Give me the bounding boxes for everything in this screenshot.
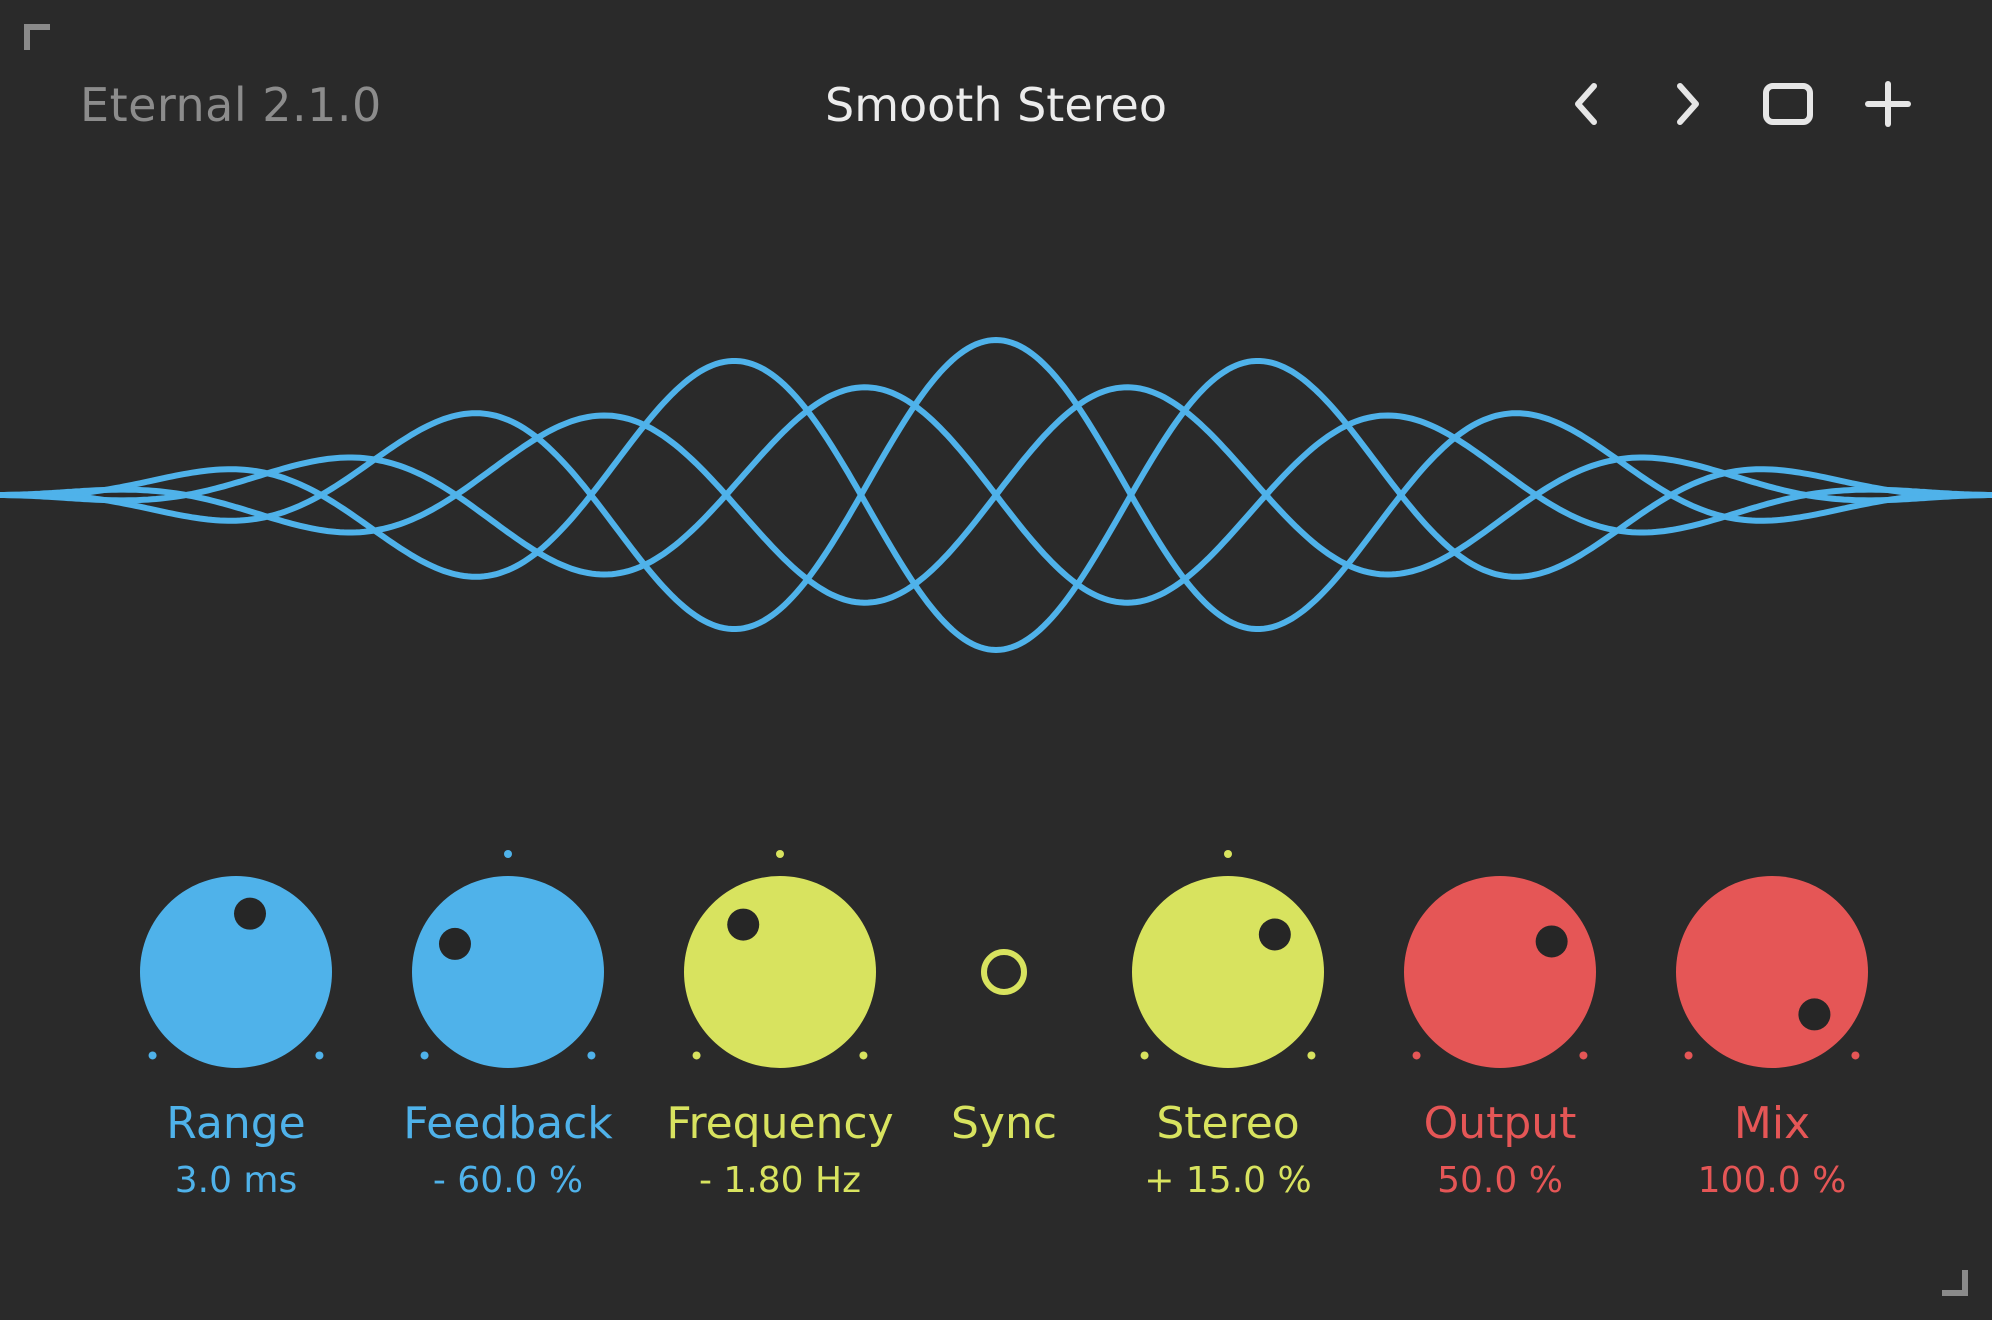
plus-icon	[1865, 81, 1911, 127]
output-min-tick	[1412, 1051, 1421, 1060]
range-value: 3.0 ms	[175, 1160, 298, 1201]
chevron-left-icon	[1575, 83, 1597, 125]
frequency-control[interactable]: Frequency - 1.80 Hz	[666, 850, 894, 1201]
output-control[interactable]: Output 50.0 %	[1404, 876, 1596, 1201]
mix-knob[interactable]	[1676, 876, 1868, 1068]
frequency-knob-indicator	[727, 908, 760, 941]
feedback-control[interactable]: Feedback - 60.0 %	[403, 850, 613, 1201]
range-label: Range	[166, 1098, 305, 1149]
stereo-knob-indicator	[1258, 918, 1291, 951]
square-icon	[1763, 83, 1813, 125]
frequency-center-tick	[776, 850, 784, 858]
next-preset-button[interactable]	[1658, 76, 1714, 132]
mix-value: 100.0 %	[1698, 1160, 1847, 1201]
output-max-tick	[1579, 1051, 1588, 1060]
chevron-right-icon	[1677, 83, 1699, 125]
output-label: Output	[1424, 1098, 1577, 1149]
frequency-knob[interactable]	[684, 876, 876, 1068]
range-min-tick	[148, 1051, 157, 1060]
resize-handle[interactable]	[1942, 1270, 1968, 1296]
feedback-knob[interactable]	[412, 876, 604, 1068]
frequency-max-tick	[859, 1051, 868, 1060]
controls-panel: Range 3.0 ms Feedback - 60.0 % Frequency - 1.…	[140, 850, 1868, 1201]
feedback-knob-indicator	[438, 927, 471, 960]
sync-control[interactable]: Sync	[951, 949, 1057, 1149]
app-title: Eternal 2.1.0	[80, 78, 382, 132]
stereo-value: + 15.0 %	[1144, 1160, 1311, 1201]
range-control[interactable]: Range 3.0 ms	[140, 876, 332, 1201]
sync-toggle[interactable]	[981, 949, 1027, 995]
output-knob-indicator	[1535, 925, 1568, 958]
stereo-center-tick	[1224, 850, 1232, 858]
resize-corner-top-left	[24, 24, 50, 50]
feedback-min-tick	[420, 1051, 429, 1060]
preset-name[interactable]: Smooth Stereo	[825, 78, 1167, 132]
range-max-tick	[315, 1051, 324, 1060]
range-knob-indicator	[234, 897, 267, 930]
modulation-curve-right	[0, 358, 1992, 654]
window-button[interactable]	[1760, 76, 1816, 132]
stereo-min-tick	[1140, 1051, 1149, 1060]
feedback-center-tick	[504, 850, 512, 858]
stereo-max-tick	[1307, 1051, 1316, 1060]
frequency-value: - 1.80 Hz	[699, 1160, 861, 1201]
frequency-label: Frequency	[666, 1098, 893, 1149]
mix-knob-indicator	[1798, 998, 1831, 1031]
stereo-knob[interactable]	[1132, 876, 1324, 1068]
stereo-control[interactable]: Stereo + 15.0 %	[1132, 850, 1324, 1201]
range-knob[interactable]	[140, 876, 332, 1068]
mix-control[interactable]: Mix 100.0 %	[1676, 876, 1868, 1201]
mix-label: Mix	[1734, 1098, 1810, 1149]
frequency-min-tick	[692, 1051, 701, 1060]
stereo-waveform-display	[0, 336, 1992, 654]
feedback-label: Feedback	[403, 1098, 613, 1149]
output-knob[interactable]	[1404, 876, 1596, 1068]
mix-max-tick	[1851, 1051, 1860, 1060]
feedback-max-tick	[587, 1051, 596, 1060]
sync-label: Sync	[951, 1098, 1057, 1149]
stereo-label: Stereo	[1156, 1098, 1299, 1149]
output-value: 50.0 %	[1437, 1160, 1563, 1201]
mix-min-tick	[1684, 1051, 1693, 1060]
modulation-curve-left	[0, 336, 1992, 632]
feedback-value: - 60.0 %	[433, 1160, 583, 1201]
prev-preset-button[interactable]	[1560, 76, 1616, 132]
add-preset-button[interactable]	[1860, 76, 1916, 132]
modulation-curve-secondary-b	[0, 384, 1992, 606]
